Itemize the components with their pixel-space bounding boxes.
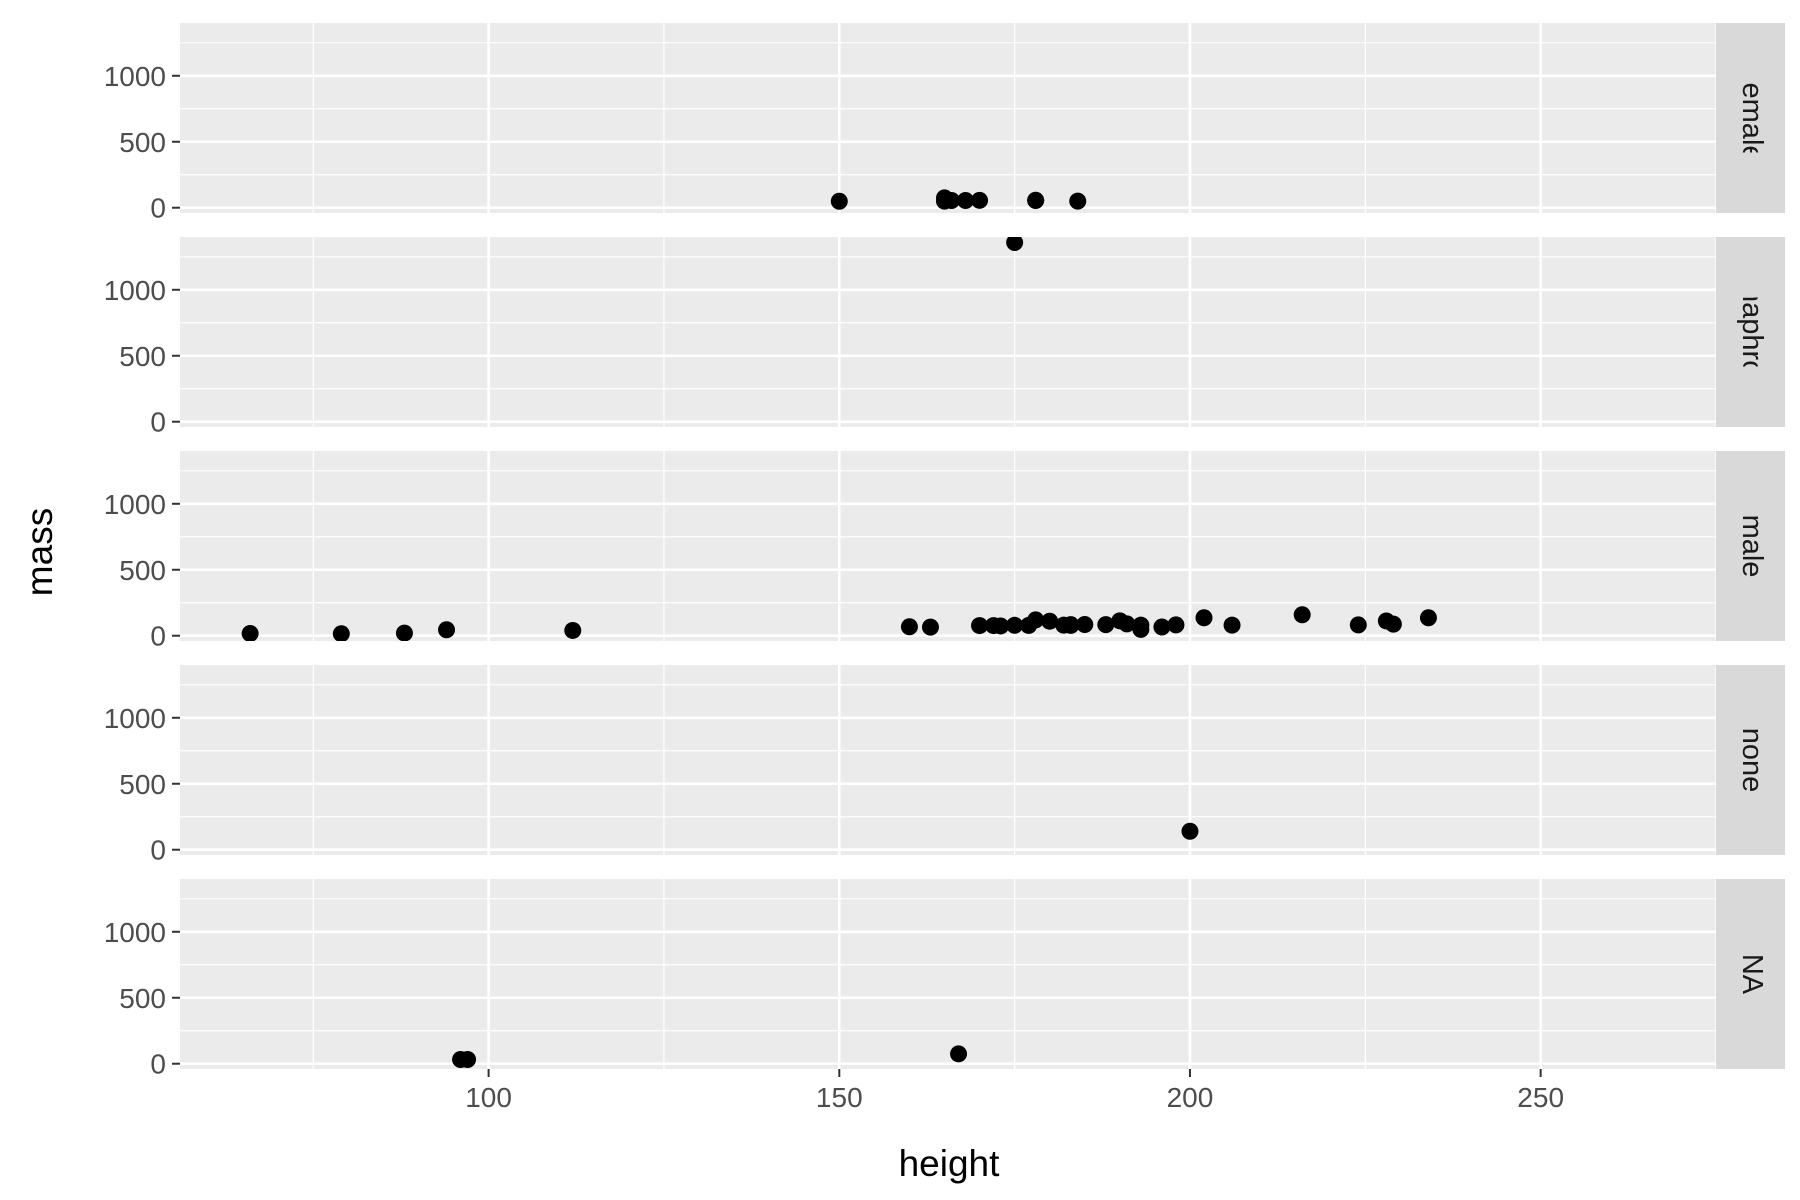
y-tick-label: 0 [150,1049,166,1080]
data-points [452,1045,968,1068]
y-tick-label: 0 [150,193,166,224]
data-points [1181,822,1199,840]
x-tick-label: 150 [816,1082,863,1113]
data-point [957,191,975,209]
facet-strip [1716,879,1785,1069]
facet-strip-label: male [1736,515,1768,578]
y-tick-label: 500 [119,983,166,1014]
y-tick-label: 1000 [104,275,166,306]
facet-strip [1716,451,1785,641]
facet-strip [1716,665,1785,855]
data-point [950,1045,968,1063]
data-points [830,189,1087,210]
data-point [1223,616,1241,634]
data-point [1097,616,1115,634]
y-tick-label: 1000 [104,61,166,92]
data-point [1181,822,1199,840]
data-point [1419,609,1437,627]
data-point [1349,616,1367,634]
facet-panel-male: 0 500 1000 male [104,451,1785,652]
data-point [1027,191,1045,209]
data-point [1132,620,1150,638]
data-point [971,617,989,635]
data-point [830,192,848,210]
data-point [1118,615,1136,633]
data-point [971,191,989,209]
data-point [332,625,350,641]
panel-background [180,879,1716,1069]
x-axis-title: height [899,1143,1001,1184]
data-point [1153,618,1171,636]
y-tick-label: 0 [150,835,166,866]
facet-strip-label: none [1736,728,1768,793]
data-point [1041,612,1059,630]
facet-strip-label: NA [1736,954,1768,995]
data-point [1384,615,1402,633]
data-point [1006,237,1024,252]
y-tick-label: 500 [119,555,166,586]
data-points [1006,237,1024,252]
data-point [564,621,582,639]
y-tick-label: 500 [119,341,166,372]
facet-strip-label: hermaphroditic [1736,236,1768,428]
data-point [1069,192,1087,210]
data-point [1167,616,1185,634]
facet-panel-none: 0 500 1000 none [104,665,1785,866]
data-point [1027,611,1045,629]
data-point [921,618,939,636]
x-tick-label: 250 [1517,1082,1564,1113]
facet-panel-na: 0 500 1000 NA 100 150 200 250 [104,879,1785,1113]
data-point [1062,616,1080,634]
x-tick-label: 200 [1167,1082,1214,1113]
data-point [395,624,413,641]
data-point [459,1051,477,1068]
y-tick-label: 500 [119,769,166,800]
y-tick-label: 1000 [104,917,166,948]
facet-strip [1716,237,1785,427]
facet-strip-label: female [1736,74,1768,161]
y-axis-title: mass [19,508,60,596]
y-tick-label: 0 [150,407,166,438]
panel-background [180,451,1716,641]
data-point [438,621,456,639]
facet-strip [1716,23,1785,213]
y-tick-label: 1000 [104,703,166,734]
data-points [241,606,1437,641]
data-point [900,618,918,636]
data-point [1293,606,1311,624]
y-tick-label: 0 [150,621,166,652]
data-point [943,191,961,209]
panel-background [180,237,1716,427]
panel-background [180,665,1716,855]
y-tick-label: 500 [119,127,166,158]
y-tick-label: 1000 [104,489,166,520]
facet-panel-female: 0 500 1000 female [104,23,1785,224]
facet-panel-hermaphroditic: 0 500 1000 hermaphroditic [104,236,1785,438]
data-point [241,624,259,641]
data-point [1195,609,1213,627]
panel-background [180,23,1716,213]
data-point [992,617,1010,635]
data-point [1006,616,1024,634]
x-tick-label: 100 [465,1082,512,1113]
data-point [1076,616,1094,634]
